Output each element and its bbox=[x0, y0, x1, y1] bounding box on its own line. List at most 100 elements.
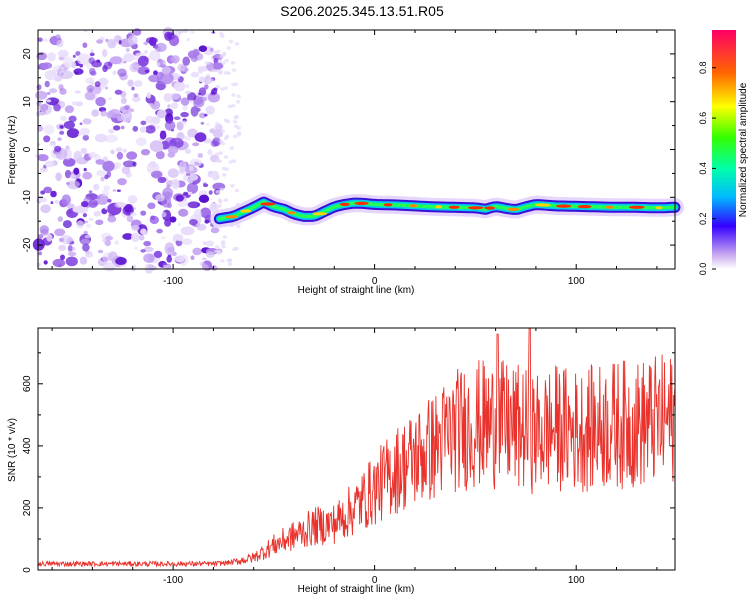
noise-blob bbox=[43, 135, 51, 143]
noise-blob bbox=[171, 178, 180, 190]
signal-hotspot bbox=[555, 204, 572, 208]
noise-blob bbox=[64, 105, 74, 114]
noise-blob bbox=[95, 219, 104, 226]
noise-blob bbox=[175, 194, 184, 202]
signal-hotspot bbox=[240, 209, 252, 213]
noise-blob bbox=[79, 256, 88, 265]
noise-blob bbox=[189, 165, 194, 172]
noise-blob bbox=[72, 206, 84, 213]
noise-blob bbox=[133, 80, 143, 87]
noise-blob bbox=[213, 50, 219, 54]
noise-blob bbox=[44, 160, 55, 168]
noise-blob bbox=[96, 59, 100, 63]
y-tick-label: 0 bbox=[22, 146, 33, 152]
noise-blob bbox=[138, 234, 145, 241]
noise-blob bbox=[163, 264, 169, 269]
noise-blob bbox=[57, 49, 69, 58]
noise-blob bbox=[159, 72, 174, 85]
noise-blob bbox=[82, 42, 88, 48]
colorbar-ticks: 0.0 0.2 0.4 0.6 0.8 bbox=[698, 61, 716, 275]
noise-blob bbox=[188, 99, 194, 104]
snr-y-ticks: 0 200 400 600 bbox=[22, 352, 675, 573]
noise-blob bbox=[234, 188, 239, 193]
y-tick-label: 200 bbox=[22, 499, 33, 516]
noise-blob bbox=[157, 176, 167, 184]
snr-x-ticks: -100 0 100 bbox=[51, 328, 658, 586]
noise-blob bbox=[127, 79, 134, 87]
x-tick-label: -100 bbox=[163, 276, 183, 287]
noise-blob bbox=[164, 120, 176, 131]
noise-blob bbox=[135, 52, 142, 57]
snr-frame bbox=[37, 327, 676, 571]
x-tick-label: 0 bbox=[372, 575, 378, 586]
noise-blob bbox=[83, 167, 87, 172]
noise-blob bbox=[49, 69, 62, 77]
noise-blob bbox=[93, 84, 102, 95]
noise-blob bbox=[185, 84, 190, 88]
noise-blob bbox=[161, 236, 166, 240]
signal-hotspot bbox=[409, 204, 418, 208]
noise-blob bbox=[60, 115, 67, 121]
noise-blob bbox=[103, 61, 113, 70]
noise-blob bbox=[209, 47, 214, 52]
spectrogram-signal-trace bbox=[210, 193, 684, 228]
noise-blob bbox=[169, 216, 177, 223]
noise-blob bbox=[122, 233, 134, 240]
noise-blob bbox=[95, 159, 105, 165]
noise-blob bbox=[226, 258, 231, 263]
noise-blob bbox=[124, 105, 130, 110]
noise-blob bbox=[95, 133, 107, 143]
y-tick-label: 10 bbox=[22, 96, 33, 108]
noise-blob bbox=[187, 128, 198, 138]
noise-blob bbox=[36, 262, 41, 268]
noise-blob bbox=[62, 220, 72, 229]
noise-blob bbox=[166, 255, 172, 263]
noise-blob bbox=[198, 76, 205, 83]
chart-title: S206.2025.345.13.51.R05 bbox=[280, 3, 444, 19]
signal-hotspot bbox=[260, 202, 276, 206]
noise-blob bbox=[221, 166, 227, 171]
noise-blob bbox=[198, 194, 210, 203]
noise-blob bbox=[167, 168, 179, 179]
noise-blob bbox=[166, 202, 172, 209]
noise-blob bbox=[88, 57, 95, 64]
noise-blob bbox=[108, 97, 112, 100]
noise-blob bbox=[83, 230, 88, 235]
noise-blob bbox=[222, 235, 228, 239]
noise-blob bbox=[140, 210, 147, 216]
noise-blob bbox=[82, 243, 90, 252]
noise-blob bbox=[205, 105, 215, 115]
noise-blob bbox=[209, 202, 219, 213]
signal-hotspot bbox=[287, 211, 296, 215]
noise-blob bbox=[198, 96, 207, 102]
noise-blob bbox=[167, 104, 171, 108]
noise-blob bbox=[120, 97, 127, 104]
noise-blob bbox=[53, 104, 61, 112]
noise-blob bbox=[133, 93, 139, 98]
noise-blob bbox=[234, 42, 240, 46]
noise-blob bbox=[160, 211, 167, 218]
noise-blob bbox=[37, 154, 49, 162]
noise-blob bbox=[163, 93, 172, 102]
noise-blob bbox=[69, 174, 76, 180]
noise-blob bbox=[107, 215, 117, 223]
noise-blob bbox=[96, 169, 106, 177]
signal-hotspot bbox=[577, 205, 592, 209]
noise-blob bbox=[76, 53, 91, 66]
noise-blob bbox=[211, 88, 218, 95]
noise-blob bbox=[55, 34, 61, 39]
noise-blob bbox=[104, 134, 118, 143]
y-tick-label: 600 bbox=[22, 375, 33, 392]
noise-blob bbox=[192, 142, 200, 147]
noise-blob bbox=[121, 109, 132, 123]
noise-blob bbox=[235, 100, 241, 104]
noise-blob bbox=[206, 251, 215, 258]
noise-blob bbox=[100, 176, 105, 182]
noise-blob bbox=[182, 104, 188, 111]
noise-blob bbox=[215, 245, 220, 249]
noise-blob bbox=[219, 187, 225, 192]
spectrogram-y-label: Frequency (Hz) bbox=[7, 116, 18, 185]
noise-blob bbox=[132, 28, 142, 36]
noise-blob bbox=[89, 80, 95, 86]
noise-blob bbox=[174, 255, 185, 263]
